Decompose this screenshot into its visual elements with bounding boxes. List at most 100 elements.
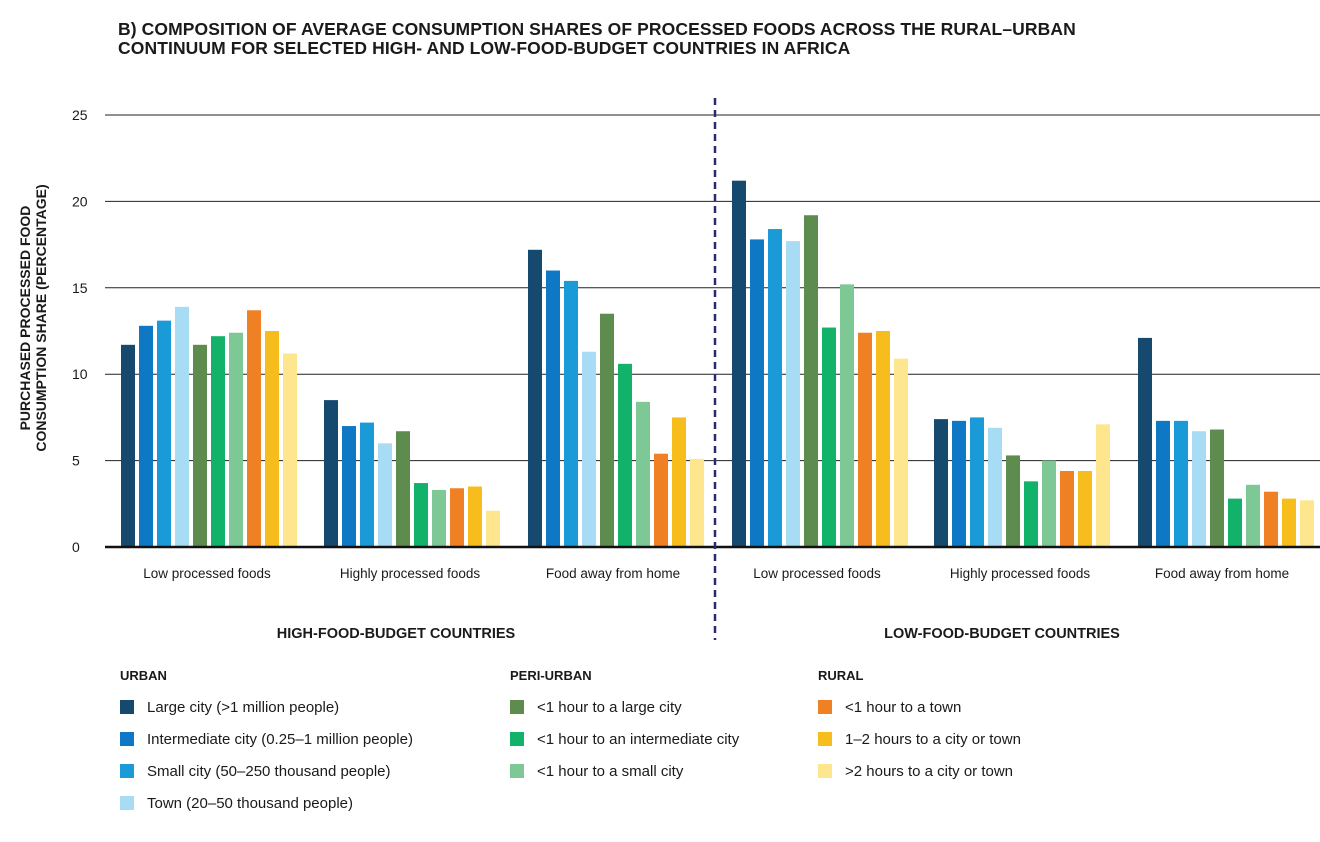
bar — [1138, 337, 1152, 547]
bar — [654, 453, 668, 547]
bar — [121, 344, 135, 547]
y-axis-label-line: CONSUMPTION SHARE (PERCENTAGE) — [33, 184, 49, 451]
bar — [934, 419, 948, 547]
bar — [858, 332, 872, 547]
bar — [618, 363, 632, 547]
legend-label: 1–2 hours to a city or town — [845, 730, 1021, 748]
legend-label: Town (20–50 thousand people) — [147, 794, 353, 812]
bar — [1024, 481, 1038, 547]
bar — [378, 443, 392, 547]
bar — [247, 310, 261, 547]
bar — [750, 239, 764, 547]
legend-group-peri-urban: PERI-URBAN <1 hour to a large city <1 hour… — [510, 668, 739, 793]
legend-item: <1 hour to an intermediate city — [510, 729, 739, 749]
legend-swatch — [510, 732, 524, 746]
bar — [193, 344, 207, 547]
bar — [265, 331, 279, 547]
legend-swatch — [120, 732, 134, 746]
bar — [1006, 455, 1020, 547]
x-tick-label: Low processed foods — [143, 566, 271, 581]
legend-swatch — [818, 732, 832, 746]
bar — [211, 336, 225, 547]
bar — [139, 325, 153, 547]
bar — [768, 229, 782, 547]
legend-item: Large city (>1 million people) — [120, 697, 413, 717]
legend-label: Intermediate city (0.25–1 million people… — [147, 730, 413, 748]
y-tick-label: 5 — [72, 453, 80, 469]
bar — [1228, 498, 1242, 547]
legend-label: <1 hour to an intermediate city — [537, 730, 740, 748]
y-tick-label: 0 — [72, 539, 80, 555]
bar — [786, 241, 800, 548]
legend-group-heading: RURAL — [818, 668, 864, 683]
group-label: LOW-FOOD-BUDGET COUNTRIES — [884, 626, 1120, 642]
bar — [600, 313, 614, 547]
legend-item: <1 hour to a small city — [510, 761, 739, 781]
legend-item: <1 hour to a town — [818, 697, 1021, 717]
bar — [970, 417, 984, 547]
bar — [229, 332, 243, 547]
bar — [468, 486, 482, 547]
bar — [1096, 424, 1110, 547]
x-tick-label: Highly processed foods — [340, 566, 481, 581]
legend-swatch — [510, 764, 524, 778]
legend-item: <1 hour to a large city — [510, 697, 739, 717]
legend-swatch — [818, 700, 832, 714]
x-tick-label: Food away from home — [1155, 566, 1289, 581]
bar — [432, 489, 446, 547]
bar — [1300, 500, 1314, 547]
legend-label: <1 hour to a large city — [537, 698, 682, 716]
bar — [1042, 460, 1056, 547]
legend-swatch — [818, 764, 832, 778]
legend-group-heading: URBAN — [120, 668, 167, 683]
bar — [564, 280, 578, 547]
x-tick-label: Low processed foods — [753, 566, 881, 581]
legend-item: Small city (50–250 thousand people) — [120, 761, 413, 781]
bar — [1174, 420, 1188, 547]
bar — [175, 306, 189, 547]
y-tick-label: 15 — [72, 280, 88, 296]
bar — [396, 431, 410, 547]
bar — [988, 427, 1002, 547]
legend-swatch — [510, 700, 524, 714]
group-label: HIGH-FOOD-BUDGET COUNTRIES — [277, 626, 516, 642]
bar — [528, 249, 542, 547]
y-axis-label-line: PURCHASED PROCESSED FOOD — [17, 206, 33, 431]
legend-item: Intermediate city (0.25–1 million people… — [120, 729, 413, 749]
bar — [1282, 498, 1296, 547]
bar — [283, 353, 297, 547]
bar — [360, 422, 374, 547]
bar — [952, 420, 966, 547]
legend-label: >2 hours to a city or town — [845, 762, 1014, 780]
x-tick-label: Food away from home — [546, 566, 680, 581]
bar — [450, 488, 464, 547]
bar — [486, 510, 500, 547]
bar — [342, 426, 356, 547]
legend-item: Town (20–50 thousand people) — [120, 793, 413, 813]
legend-group-heading: PERI-URBAN — [510, 668, 592, 683]
bar — [157, 320, 171, 547]
legend-swatch — [120, 700, 134, 714]
legend-item: >2 hours to a city or town — [818, 761, 1021, 781]
bar — [690, 458, 704, 547]
bar — [636, 401, 650, 547]
bar — [1156, 420, 1170, 547]
legend-label: Large city (>1 million people) — [147, 698, 340, 716]
bar — [1060, 470, 1074, 547]
y-axis-label: PURCHASED PROCESSED FOODCONSUMPTION SHAR… — [17, 184, 49, 451]
legend-swatch — [120, 796, 134, 810]
legend-label: <1 hour to a town — [845, 698, 962, 716]
bar — [672, 417, 686, 547]
bar — [546, 270, 560, 547]
y-tick-label: 10 — [72, 366, 88, 382]
bar — [414, 483, 428, 547]
bar — [876, 331, 890, 547]
chart-title: B) COMPOSITION OF AVERAGE CONSUMPTION SH… — [118, 20, 1268, 58]
bar — [1210, 429, 1224, 547]
bar — [732, 180, 746, 547]
y-tick-label: 25 — [72, 107, 88, 123]
bar — [582, 351, 596, 547]
bar — [894, 358, 908, 547]
bar — [1246, 484, 1260, 547]
legend-group-rural: RURAL <1 hour to a town 1–2 hours to a cit… — [818, 668, 1021, 793]
